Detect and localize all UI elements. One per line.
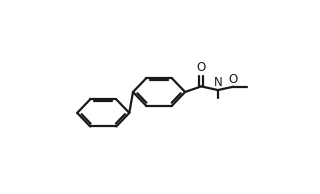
- Text: N: N: [213, 76, 222, 89]
- Text: O: O: [228, 73, 238, 86]
- Text: O: O: [196, 61, 206, 74]
